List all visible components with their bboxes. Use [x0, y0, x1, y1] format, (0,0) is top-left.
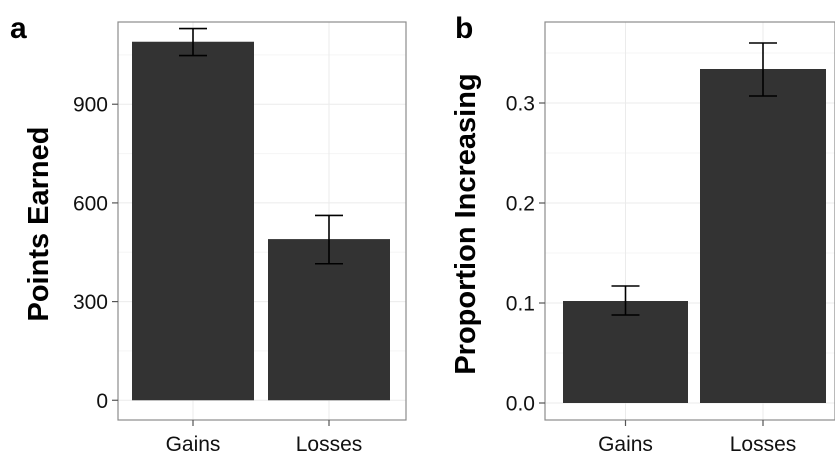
panel-a-y-tick-label: 300	[73, 291, 108, 314]
panel-b-bar-losses	[700, 69, 826, 403]
panel-a-bar-gains	[132, 41, 254, 401]
panel-a-y-tick-label: 600	[73, 192, 108, 215]
chart-panel-a: 0 300 600 900 Gains Losses	[73, 21, 407, 454]
panel-b-y-tick-label: 0.0	[506, 393, 535, 416]
panel-a-bar-losses	[268, 239, 390, 401]
panel-b-bar-gains	[563, 301, 688, 403]
chart-panel-b: 0.0 0.1 0.2 0.3 Gains Losses	[506, 21, 835, 454]
panel-a-x-tick-label: Gains	[166, 433, 221, 454]
panel-b-x-tick-label: Losses	[730, 433, 797, 454]
panel-a-border	[117, 21, 407, 421]
panel-a-label: a	[10, 12, 27, 45]
panel-b-y-axis-title: Proportion Increasing	[450, 73, 482, 374]
panel-b-y-tick-label: 0.3	[506, 93, 535, 116]
panel-a-x-tick-label: Losses	[296, 433, 363, 454]
panel-b-label: b	[455, 12, 473, 45]
panel-a-y-tick-label: 0	[96, 390, 108, 413]
panel-b-y-tick-label: 0.1	[506, 293, 535, 316]
panel-b-y-tick-label: 0.2	[506, 193, 535, 216]
panel-b-x-tick-label: Gains	[598, 433, 653, 454]
panel-b-border	[544, 21, 835, 421]
panel-a-y-tick-label: 900	[73, 94, 108, 117]
panel-a-y-axis-title: Points Earned	[23, 127, 55, 322]
